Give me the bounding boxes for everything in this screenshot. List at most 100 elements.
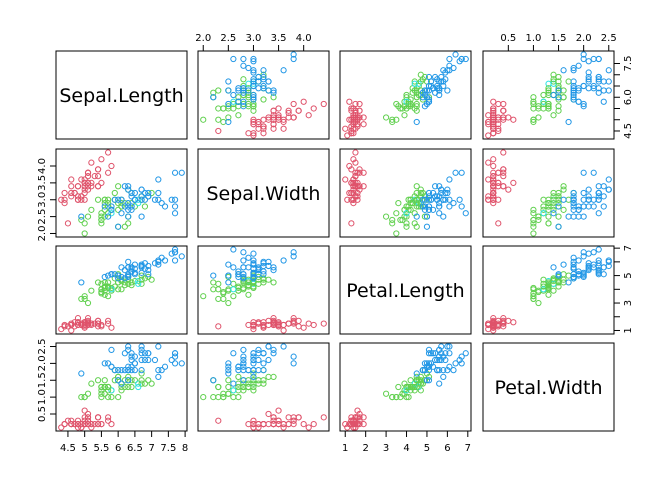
data-point <box>350 116 357 123</box>
y-tick-label: 2.0 <box>37 355 48 371</box>
data-point <box>145 267 152 274</box>
panel-petal-length-vs-sepal-width <box>197 245 330 335</box>
data-point <box>405 383 412 391</box>
data-point <box>88 287 95 294</box>
y-tick-label: 2.5 <box>37 339 48 355</box>
x-tick-label: 5.5 <box>93 443 109 454</box>
panel-sepal-length-vs-petal-width <box>482 50 615 140</box>
data-point <box>155 196 162 203</box>
data-point <box>356 100 363 108</box>
data-point <box>350 121 357 128</box>
data-point <box>440 213 447 220</box>
data-point <box>550 287 557 294</box>
data-point <box>560 183 567 190</box>
data-point <box>125 363 132 370</box>
data-point <box>405 203 412 210</box>
data-point <box>101 200 108 207</box>
data-point <box>413 213 420 220</box>
data-point <box>540 105 547 112</box>
data-point <box>141 356 149 364</box>
data-point <box>158 367 165 374</box>
data-point <box>220 394 227 401</box>
data-point <box>178 360 185 367</box>
data-point <box>225 272 232 279</box>
data-point <box>550 203 557 210</box>
y-tick-label: 2.0 <box>37 226 48 242</box>
panel-petal-width-vs-petal-width: Petal.Width <box>482 342 615 432</box>
data-point <box>545 206 552 213</box>
data-point <box>220 118 227 126</box>
data-point <box>250 78 257 85</box>
data-point <box>98 421 105 428</box>
data-point <box>575 87 582 94</box>
data-point <box>570 261 577 268</box>
data-point <box>235 271 242 278</box>
x-tick-label: 3.0 <box>246 33 262 44</box>
panel-frame <box>55 148 188 238</box>
data-point <box>595 76 602 83</box>
data-point <box>436 78 443 85</box>
data-point <box>94 279 102 286</box>
data-point <box>131 265 138 272</box>
data-point <box>393 394 400 401</box>
data-point <box>215 417 222 424</box>
data-point <box>530 210 537 217</box>
data-point <box>495 196 502 203</box>
data-point <box>442 189 449 197</box>
data-point <box>421 103 429 110</box>
data-point <box>600 78 607 85</box>
data-point <box>250 94 257 101</box>
data-point <box>125 258 132 265</box>
data-point <box>88 179 95 186</box>
data-point <box>138 370 145 377</box>
data-point <box>245 367 252 374</box>
data-point <box>240 257 247 264</box>
data-point <box>108 363 115 370</box>
data-point <box>348 105 355 112</box>
data-point <box>560 261 567 268</box>
data-point <box>78 421 85 428</box>
data-point <box>260 116 267 123</box>
data-point <box>260 421 267 428</box>
data-point <box>240 62 247 69</box>
data-point <box>220 105 227 112</box>
data-point <box>260 360 267 367</box>
data-point <box>250 116 257 123</box>
y-tick-label: 6.0 <box>623 89 634 105</box>
panel-sepal-width-vs-sepal-length <box>55 148 188 238</box>
data-point <box>161 203 169 210</box>
panel-sepal-length-vs-petal-length <box>339 50 472 140</box>
data-point <box>590 169 597 176</box>
data-point <box>399 216 406 224</box>
data-point <box>360 121 367 128</box>
panel-frame <box>55 50 188 140</box>
data-point <box>98 179 105 186</box>
data-point <box>550 71 557 78</box>
data-point <box>230 387 237 394</box>
data-point <box>81 421 88 428</box>
data-point <box>342 421 349 428</box>
data-point <box>138 380 145 387</box>
data-point <box>490 196 497 203</box>
y-tick-label: 7.5 <box>623 56 634 72</box>
data-point <box>550 264 557 271</box>
data-point <box>570 275 577 282</box>
data-point <box>118 383 125 391</box>
data-point <box>411 220 418 227</box>
data-point <box>220 295 227 303</box>
data-point <box>421 203 429 210</box>
data-point <box>171 246 179 253</box>
data-point <box>84 421 92 428</box>
x-tick-label: 2.5 <box>220 33 236 44</box>
data-point <box>352 173 359 180</box>
data-point <box>255 350 262 357</box>
data-point <box>84 417 92 424</box>
data-point <box>419 203 426 210</box>
data-point <box>240 87 247 94</box>
data-point <box>260 377 267 384</box>
data-point <box>270 94 277 101</box>
data-point <box>171 350 179 357</box>
data-point <box>260 96 267 103</box>
data-point <box>290 100 297 108</box>
y-tick-label: 4.0 <box>37 158 48 174</box>
